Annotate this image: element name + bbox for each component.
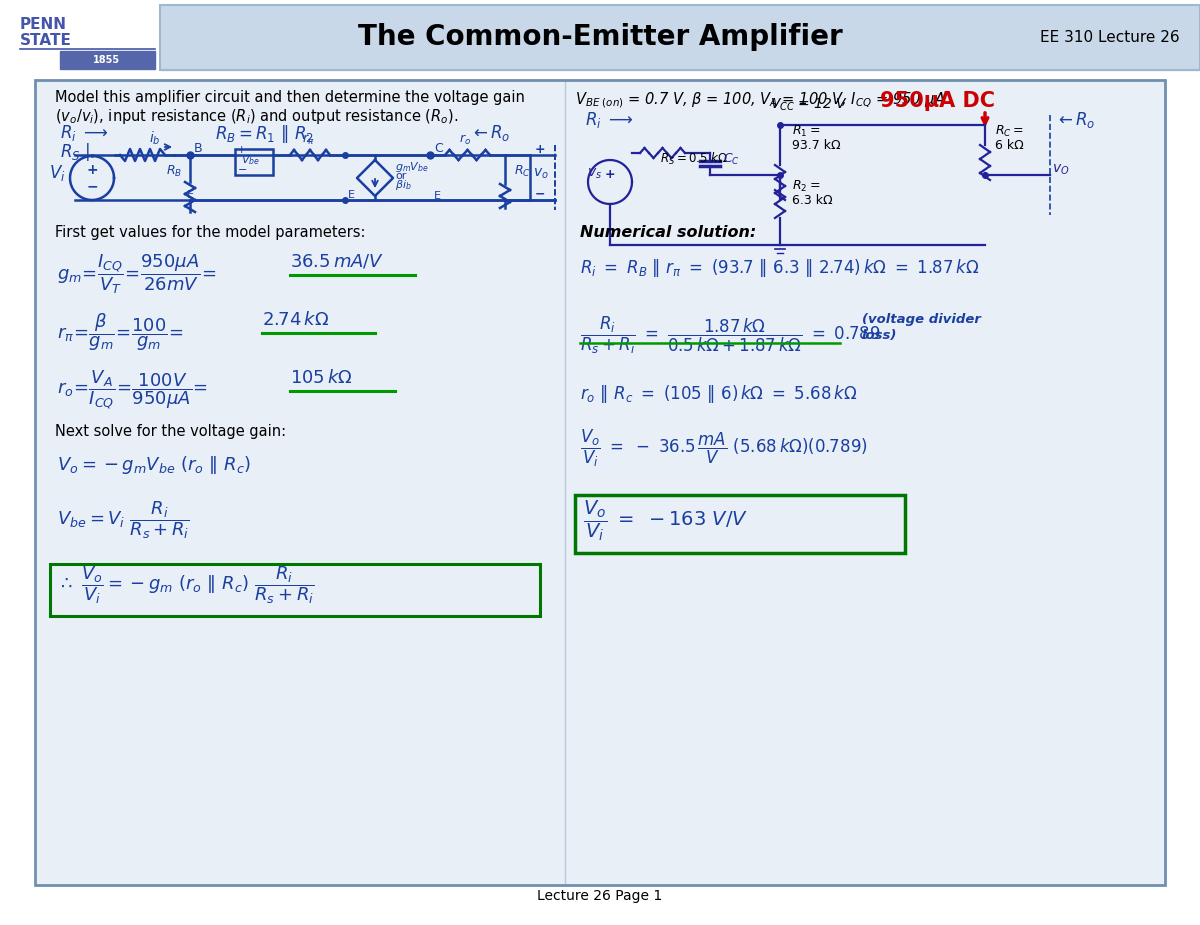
Text: E: E: [186, 190, 193, 200]
Text: $R_B$: $R_B$: [166, 164, 182, 179]
Text: 1855: 1855: [94, 55, 120, 65]
Text: E: E: [348, 190, 355, 200]
Text: $V_i$: $V_i$: [49, 163, 65, 183]
Text: $v_O$: $v_O$: [1052, 163, 1069, 178]
Text: $C_C$: $C_C$: [722, 152, 740, 167]
Text: E: E: [434, 191, 442, 201]
Bar: [50, 564, 540, 616]
Text: $R_S = 0.5\ k\Omega$: $R_S = 0.5\ k\Omega$: [660, 151, 728, 167]
Text: $v_s$: $v_s$: [588, 167, 602, 181]
Text: 6 kΩ: 6 kΩ: [995, 139, 1024, 152]
Text: EE 310 Lecture 26: EE 310 Lecture 26: [1040, 30, 1180, 44]
Text: C: C: [434, 142, 443, 155]
Bar: [35, 80, 1165, 885]
Text: Numerical solution:: Numerical solution:: [580, 225, 756, 240]
Text: STATE: STATE: [20, 33, 72, 48]
Text: $R_i\ \longrightarrow$: $R_i\ \longrightarrow$: [60, 123, 109, 143]
Bar: [0, 0, 1200, 70]
Text: $r_\pi$: $r_\pi$: [301, 133, 314, 147]
Text: −: −: [535, 188, 546, 201]
Text: Next solve for the voltage gain:: Next solve for the voltage gain:: [55, 424, 286, 439]
Text: $\dfrac{R_i}{R_s+R_i}\ =\ \dfrac{1.87\,k\Omega}{0.5\,k\Omega+1.87\,k\Omega}\ =\ : $\dfrac{R_i}{R_s+R_i}\ =\ \dfrac{1.87\,k…: [580, 315, 881, 356]
Text: PENN: PENN: [20, 17, 67, 32]
Text: $v_o$: $v_o$: [533, 167, 548, 181]
Text: $\therefore\ \dfrac{V_o}{V_i} = -g_m\ (r_o\ \|\ R_c)\ \dfrac{R_i}{R_s+R_i}$: $\therefore\ \dfrac{V_o}{V_i} = -g_m\ (r…: [58, 564, 314, 606]
Text: 950μA DC: 950μA DC: [880, 91, 995, 111]
Text: $r_o\!=\!\dfrac{V_A}{I_{CQ}}\!=\!\dfrac{100V}{950\mu A}\!=\!$: $r_o\!=\!\dfrac{V_A}{I_{CQ}}\!=\!\dfrac{…: [58, 369, 208, 413]
Text: $36.5\,mA/V$: $36.5\,mA/V$: [290, 253, 384, 271]
Text: $\leftarrow R_o$: $\leftarrow R_o$: [470, 123, 510, 143]
Text: $V_{BE\ (on)}$ = 0.7 V, $\beta$ = 100, $V_A$ = 100 V, $I_{CQ}$ = 950 μA: $V_{BE\ (on)}$ = 0.7 V, $\beta$ = 100, $…: [575, 90, 946, 109]
Text: $2.74\,k\Omega$: $2.74\,k\Omega$: [262, 311, 329, 329]
Text: loss): loss): [862, 329, 898, 342]
Text: $\beta i_b$: $\beta i_b$: [395, 178, 412, 192]
Text: $R_B = R_1\ \|\ R_2$: $R_B = R_1\ \|\ R_2$: [215, 123, 314, 145]
Text: $r_o\ \|\ R_c\ =\ (105\ \|\ 6)\,k\Omega\ =\ 5.68\,k\Omega$: $r_o\ \|\ R_c\ =\ (105\ \|\ 6)\,k\Omega\…: [580, 383, 857, 405]
Text: $V_{be} = V_i\ \dfrac{R_i}{R_s+R_i}$: $V_{be} = V_i\ \dfrac{R_i}{R_s+R_i}$: [58, 499, 190, 540]
Text: $R_2 =$: $R_2 =$: [792, 179, 821, 194]
Text: $r_\pi\!=\!\dfrac{\beta}{g_m}\!=\!\dfrac{100}{g_m}\!=\!$: $r_\pi\!=\!\dfrac{\beta}{g_m}\!=\!\dfrac…: [58, 311, 184, 352]
Text: $R_S\ |$: $R_S\ |$: [60, 141, 90, 163]
Text: +: +: [86, 163, 98, 177]
Text: $R_C$: $R_C$: [514, 164, 530, 179]
Text: $R_C =$: $R_C =$: [995, 124, 1024, 139]
Text: $r_o$: $r_o$: [458, 133, 472, 147]
Text: +: +: [535, 143, 546, 156]
Bar: [160, 5, 1200, 70]
Text: −: −: [86, 179, 98, 193]
Text: The Common-Emitter Amplifier: The Common-Emitter Amplifier: [358, 23, 842, 51]
Text: Model this amplifier circuit and then determine the voltage gain: Model this amplifier circuit and then de…: [55, 90, 524, 105]
Text: −: −: [238, 165, 247, 175]
Bar: [575, 495, 905, 553]
Text: $V_{be}$: $V_{be}$: [241, 153, 260, 166]
Text: B: B: [194, 142, 203, 155]
Bar: [35, 80, 1165, 885]
Text: First get values for the model parameters:: First get values for the model parameter…: [55, 225, 366, 240]
Text: Lecture 26 Page 1: Lecture 26 Page 1: [538, 889, 662, 903]
Text: $g_m\!=\!\dfrac{I_{CQ}}{V_T}\!=\!\dfrac{950\mu A}{26mV}\!=\!$: $g_m\!=\!\dfrac{I_{CQ}}{V_T}\!=\!\dfrac{…: [58, 253, 216, 296]
Text: $i_b$: $i_b$: [149, 130, 161, 147]
Text: $g_m V_{be}$: $g_m V_{be}$: [395, 160, 428, 174]
Text: ($v_o/v_i$), input resistance ($R_i$) and output resistance ($R_o$).: ($v_o/v_i$), input resistance ($R_i$) an…: [55, 107, 458, 126]
Text: +: +: [238, 145, 246, 155]
Text: $105\,k\Omega$: $105\,k\Omega$: [290, 369, 353, 387]
Text: $V_{CC}$ = 12 V: $V_{CC}$ = 12 V: [770, 97, 848, 114]
Bar: [235, 149, 274, 175]
Bar: [60, 51, 155, 69]
Text: $R_i\ =\ R_B\ \|\ r_\pi\ =\ (93.7\ \|\ 6.3\ \|\ 2.74)\,k\Omega\ =\ 1.87\,k\Omega: $R_i\ =\ R_B\ \|\ r_\pi\ =\ (93.7\ \|\ 6…: [580, 257, 979, 279]
Text: 93.7 kΩ: 93.7 kΩ: [792, 139, 841, 152]
Text: $\leftarrow R_o$: $\leftarrow R_o$: [1055, 110, 1096, 130]
Text: or: or: [395, 171, 407, 181]
Text: +: +: [605, 167, 616, 180]
Text: $R_1 =$: $R_1 =$: [792, 124, 821, 139]
Text: 6.3 kΩ: 6.3 kΩ: [792, 194, 833, 207]
Text: (voltage divider: (voltage divider: [862, 313, 980, 326]
Text: $\dfrac{V_o}{V_i}\ =\ -163\ V/V$: $\dfrac{V_o}{V_i}\ =\ -163\ V/V$: [583, 498, 748, 543]
Bar: [160, 5, 1200, 70]
Text: $R_i\ \longrightarrow$: $R_i\ \longrightarrow$: [586, 110, 634, 130]
Text: $\dfrac{V_o}{V_i}\ =\ -\ 36.5\,\dfrac{mA}{V}\ (5.68\,k\Omega)(0.789)$: $\dfrac{V_o}{V_i}\ =\ -\ 36.5\,\dfrac{mA…: [580, 428, 868, 469]
Text: $V_o = -g_m V_{be}\ (r_o\ \|\ R_c)$: $V_o = -g_m V_{be}\ (r_o\ \|\ R_c)$: [58, 454, 251, 476]
